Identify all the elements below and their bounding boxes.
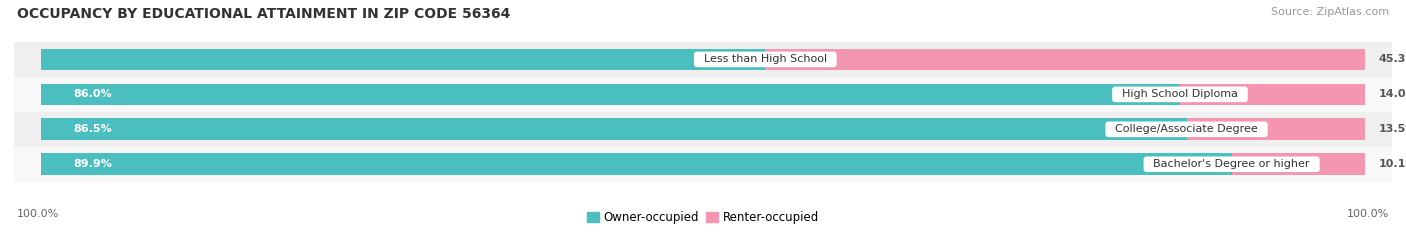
Bar	[41, 118, 1187, 140]
Bar	[14, 42, 1392, 77]
Legend: Owner-occupied, Renter-occupied: Owner-occupied, Renter-occupied	[582, 206, 824, 229]
Bar	[14, 77, 1392, 112]
Bar	[14, 112, 1392, 147]
Bar	[1180, 84, 1365, 105]
Bar	[765, 49, 1365, 70]
Text: 89.9%: 89.9%	[73, 159, 112, 169]
Text: Source: ZipAtlas.com: Source: ZipAtlas.com	[1271, 7, 1389, 17]
Text: Bachelor's Degree or higher: Bachelor's Degree or higher	[1146, 159, 1317, 169]
Text: College/Associate Degree: College/Associate Degree	[1108, 124, 1265, 134]
Bar	[41, 154, 1232, 175]
Text: Less than High School: Less than High School	[697, 55, 834, 64]
Bar	[41, 49, 765, 70]
Text: 54.7%: 54.7%	[707, 55, 745, 64]
Text: 100.0%: 100.0%	[17, 209, 59, 219]
Bar	[1232, 154, 1365, 175]
Text: 100.0%: 100.0%	[1347, 209, 1389, 219]
Bar	[14, 147, 1392, 182]
Text: 86.5%: 86.5%	[73, 124, 112, 134]
Text: High School Diploma: High School Diploma	[1115, 89, 1244, 99]
Text: OCCUPANCY BY EDUCATIONAL ATTAINMENT IN ZIP CODE 56364: OCCUPANCY BY EDUCATIONAL ATTAINMENT IN Z…	[17, 7, 510, 21]
Bar	[1187, 118, 1365, 140]
Bar	[41, 84, 1180, 105]
Text: 13.5%: 13.5%	[1379, 124, 1406, 134]
Text: 10.1%: 10.1%	[1379, 159, 1406, 169]
Text: 45.3%: 45.3%	[1379, 55, 1406, 64]
Text: 14.0%: 14.0%	[1379, 89, 1406, 99]
Text: 86.0%: 86.0%	[73, 89, 112, 99]
